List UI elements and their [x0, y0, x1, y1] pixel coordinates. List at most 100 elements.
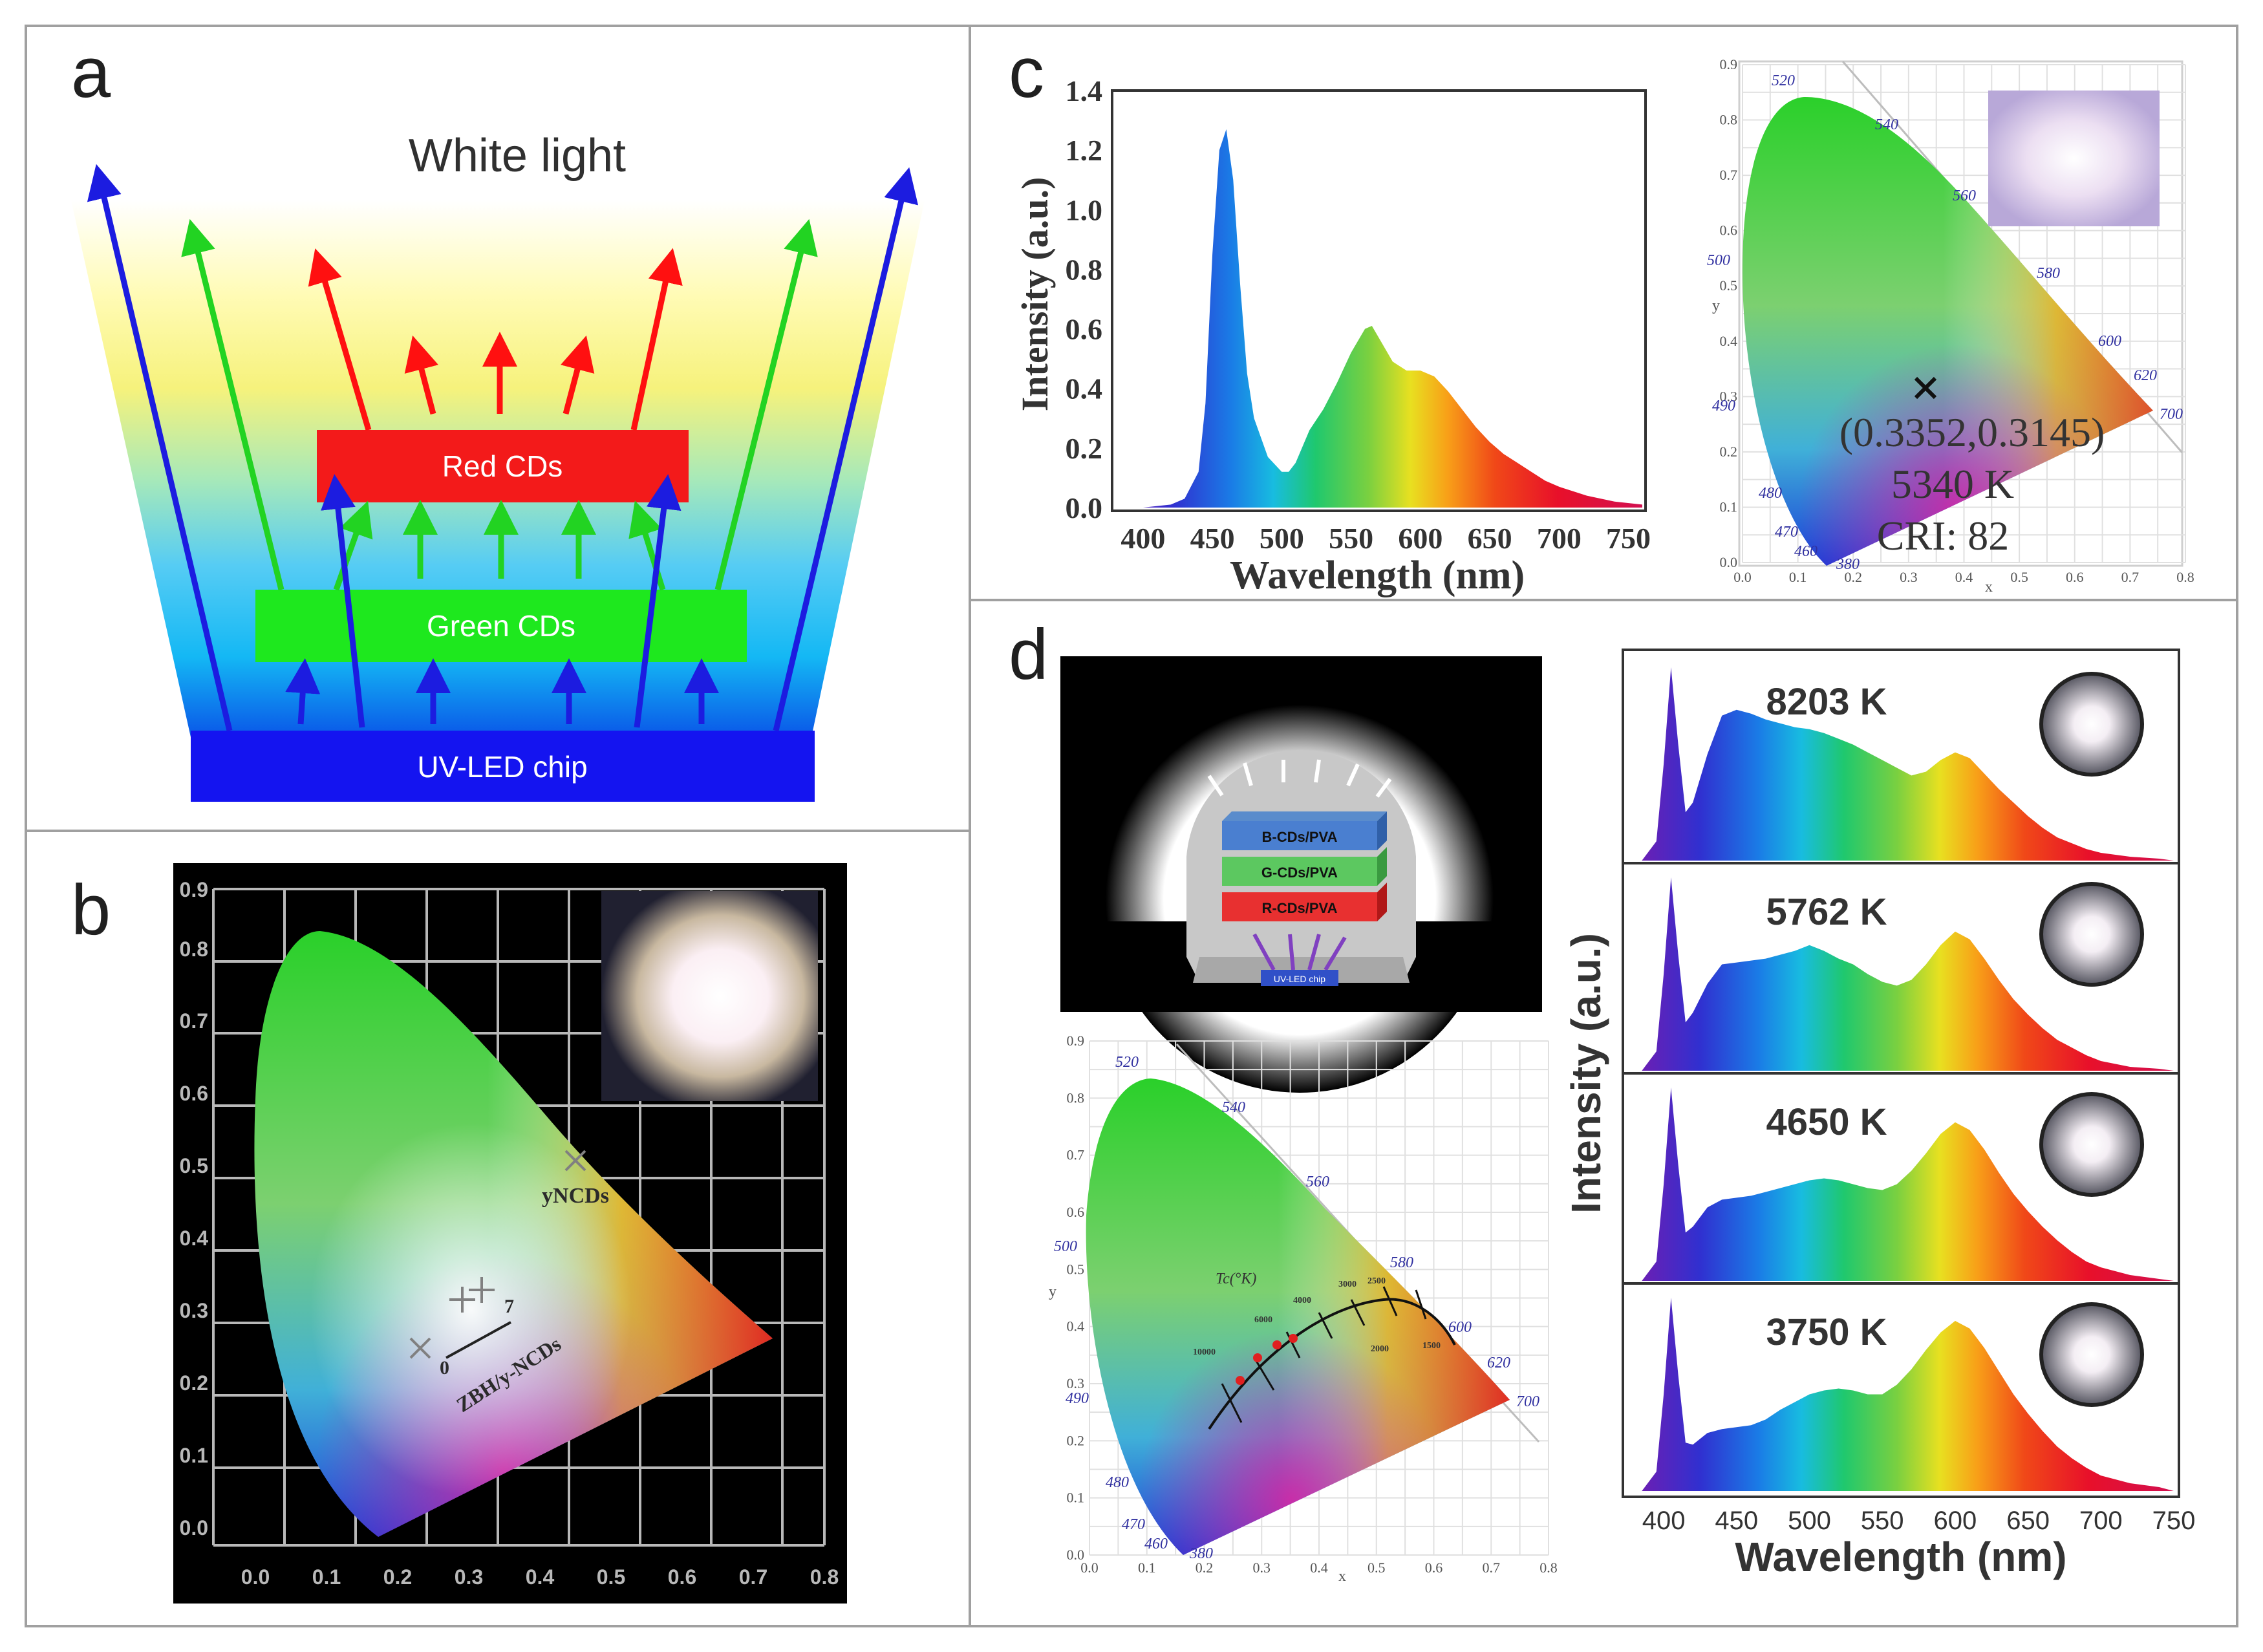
ytick: 0.4 [180, 1227, 209, 1250]
wl-label: 470 [1775, 524, 1798, 541]
wl-label: 600 [1448, 1319, 1472, 1336]
wl-label: 520 [1115, 1054, 1139, 1071]
cie-chart-c: (0.3352,0.3145) 5340 K CRI: 82 0.0 0.1 0.2… [1707, 56, 2194, 595]
wl-label: 470 [1122, 1516, 1145, 1533]
spectrum-series [1642, 1088, 2174, 1281]
cie-b-markers [409, 1150, 586, 1359]
wl-label: 480 [1759, 485, 1782, 502]
cie-c-xtick-labels: 0.0 0.1 0.2 0.3 0.4 0.5 0.6 0.7 0.8 [1733, 569, 2194, 585]
ytick: 1.4 [1066, 74, 1103, 107]
bb-temp: 2000 [1371, 1344, 1389, 1354]
wl-label: 500 [1707, 252, 1730, 269]
red-arrow [404, 335, 438, 415]
xtick: 400 [1642, 1507, 1686, 1535]
panel-b: b 0.0 0.1 0.2 0.3 0.4 0.5 0.6 0.7 0.8 0.… [71, 863, 847, 1604]
xtick: 0.1 [1789, 569, 1807, 585]
bb-temp: 2500 [1367, 1276, 1386, 1286]
ytick: 0.3 [1067, 1375, 1085, 1391]
ytick: 0.0 [1067, 1547, 1085, 1563]
xtick: 0.5 [1367, 1560, 1386, 1576]
blue-arrow [321, 474, 365, 728]
cct-label: 5762 K [1766, 891, 1887, 933]
red-arrow [630, 248, 683, 431]
y-axis-label: Intensity (a.u.) [1014, 177, 1056, 412]
xtick: 550 [1861, 1507, 1904, 1535]
green-cds-label: Green CDs [427, 609, 575, 643]
bb-temp: 1500 [1422, 1341, 1441, 1351]
blue-arrow [634, 474, 681, 728]
xtick: 600 [1398, 522, 1443, 555]
ytick: 0.5 [1720, 277, 1738, 294]
cie-d-xtick-labels: 0.0 0.1 0.2 0.3 0.4 0.5 0.6 0.7 0.8 [1080, 1560, 1558, 1576]
ytick: 0.8 [1720, 112, 1738, 128]
uv-chip-d-label: UV-LED chip [1274, 974, 1325, 984]
seven-label: 7 [504, 1296, 514, 1317]
wl-label: 700 [2160, 406, 2183, 423]
xtick: 650 [2006, 1507, 2050, 1535]
spectrum-series [1642, 877, 2174, 1071]
cct-label: 8203 K [1766, 681, 1887, 723]
cct-annotation: 5340 K [1891, 461, 2014, 507]
ytick: 0.2 [180, 1371, 208, 1395]
led-photo-b [601, 891, 818, 1101]
white-light-title: White light [409, 130, 626, 182]
xtick: 0.0 [1080, 1560, 1099, 1576]
isotherm-lines [1221, 1286, 1427, 1423]
ytick: 0.0 [180, 1516, 208, 1539]
uv-chip-d [1261, 970, 1338, 986]
ytick: 0.9 [180, 878, 208, 901]
spectrum-series [1642, 667, 2174, 861]
panel-a-letter: a [71, 33, 111, 113]
b-cds-pva-label: B-CDs/PVA [1262, 829, 1338, 845]
blackbody-temp-labels: 10000 6000 4000 3000 2500 2000 1500 [1193, 1276, 1441, 1357]
xtick: 0.2 [383, 1565, 412, 1589]
xtick: 700 [2079, 1507, 2123, 1535]
r-cds-pva-layer [1222, 892, 1377, 921]
red-cds-label: Red CDs [442, 449, 563, 483]
cie-point-marker [1914, 376, 1937, 400]
ytick: 1.2 [1066, 134, 1103, 167]
wl-label: 560 [1953, 188, 1976, 204]
xtick: 0.5 [2010, 569, 2028, 585]
led-photo [2039, 1092, 2144, 1197]
wl-label: 520 [1772, 72, 1795, 89]
spectra-stack: 8203 K 5762 K 4650 K 3750 K [1623, 667, 2179, 1491]
green-arrow [181, 219, 284, 591]
x-axis-label: Wavelength (nm) [1735, 1534, 2066, 1580]
xtick: 500 [1260, 522, 1304, 555]
g-cds-pva-label: G-CDs/PVA [1261, 864, 1338, 881]
green-cds-layer [255, 590, 747, 662]
wl-label: 540 [1222, 1099, 1245, 1116]
wl-label: 700 [1516, 1393, 1539, 1410]
xtick: 0.7 [739, 1565, 767, 1589]
ytick: 0.4 [1066, 372, 1103, 405]
xtick: 650 [1468, 522, 1512, 555]
xtick: 0.3 [455, 1565, 483, 1589]
xtick: 0.8 [2176, 569, 2194, 585]
ytick-labels: 0.0 0.2 0.4 0.6 0.8 1.0 1.2 1.4 [1066, 74, 1103, 524]
ytick: 0.7 [1720, 167, 1738, 183]
bb-temp: 10000 [1193, 1347, 1216, 1357]
xtick: 0.4 [526, 1565, 555, 1589]
xtick: 750 [1606, 522, 1651, 555]
wavelength-labels: 520 540 560 580 600 620 700 500 490 480 … [1054, 1054, 1539, 1562]
wl-label: 600 [2098, 333, 2121, 350]
cie-d-horseshoe [1086, 1078, 1510, 1555]
wl-label: 460 [1794, 543, 1818, 560]
xtick: 0.2 [1196, 1560, 1214, 1576]
xtick: 0.2 [1845, 569, 1863, 585]
ytick: 0.0 [1720, 554, 1738, 570]
xtick: 0.8 [810, 1565, 839, 1589]
cie-b-ytick-labels: 0.0 0.1 0.2 0.3 0.4 0.5 0.6 0.7 0.8 0.9 [180, 878, 209, 1539]
device-schematic: B-CDs/PVA G-CDs/PVA R-CDs/PVA UV-LED chi… [1060, 656, 1542, 1093]
xtick: 0.7 [1483, 1560, 1501, 1576]
wavelength-labels: 520 540 560 580 600 620 700 500 490 480 … [1707, 72, 2183, 573]
stacked-spectra-d: 8203 K 5762 K 4650 K 3750 K 400 450 500 550 600… [1563, 649, 2195, 1580]
ynds-label: yNCDs [542, 1184, 609, 1208]
wl-label: 580 [2037, 265, 2060, 282]
wl-label: 380 [1189, 1545, 1213, 1562]
led-photo [2039, 882, 2144, 987]
xtick: 550 [1329, 522, 1373, 555]
xtick: 0.4 [1955, 569, 1973, 585]
ytick: 0.4 [1720, 333, 1738, 349]
